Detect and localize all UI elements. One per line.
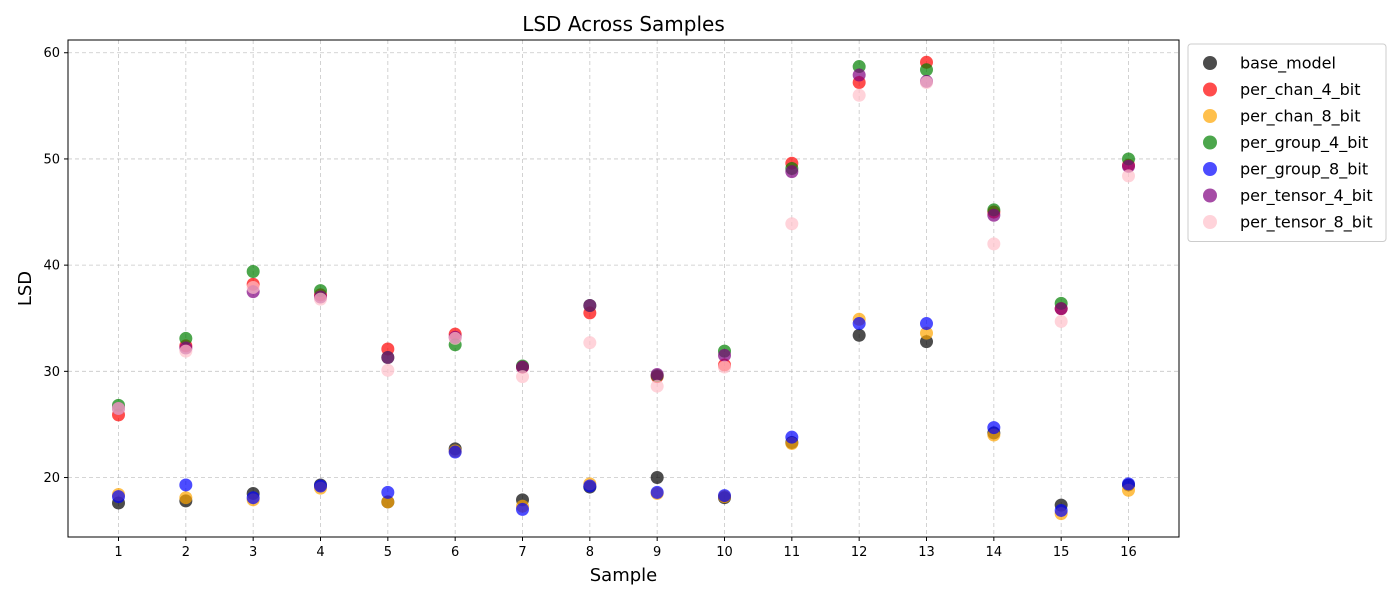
data-point xyxy=(381,485,395,499)
y-tick-label: 30 xyxy=(43,365,60,380)
plot-frame xyxy=(67,39,1180,538)
data-point xyxy=(987,237,1001,251)
data-point xyxy=(852,68,866,82)
x-tick-label: 2 xyxy=(182,545,190,560)
data-point xyxy=(246,265,260,279)
legend-label: per_chan_8_bit xyxy=(1240,107,1361,127)
data-point xyxy=(852,317,866,331)
legend-marker xyxy=(1203,56,1217,70)
data-point xyxy=(1054,314,1068,328)
data-point xyxy=(650,485,664,499)
x-tick-label: 7 xyxy=(518,545,526,560)
data-point xyxy=(583,479,597,493)
x-tick-label: 4 xyxy=(316,545,324,560)
data-point xyxy=(785,217,799,231)
x-tick-label: 5 xyxy=(384,545,392,560)
data-point xyxy=(381,363,395,377)
data-point xyxy=(246,280,260,294)
data-point xyxy=(987,421,1001,435)
data-point xyxy=(583,298,597,312)
data-point xyxy=(650,379,664,393)
data-point xyxy=(987,208,1001,222)
chart-title: LSD Across Samples xyxy=(522,12,725,36)
data-point xyxy=(179,478,193,492)
y-axis-label: LSD xyxy=(15,271,36,306)
data-point xyxy=(112,402,125,416)
y-tick-label: 20 xyxy=(43,471,60,486)
legend-box xyxy=(1187,43,1387,242)
data-point xyxy=(718,489,731,503)
data-point xyxy=(246,491,260,505)
x-axis-label: Sample xyxy=(590,565,658,586)
data-point xyxy=(852,328,866,342)
data-point xyxy=(112,490,125,504)
data-point xyxy=(920,317,933,331)
data-point xyxy=(852,88,866,102)
legend-label: per_chan_4_bit xyxy=(1240,80,1361,100)
data-point xyxy=(718,360,731,374)
series-per_group_8_bit xyxy=(112,317,1135,517)
y-axis-ticks: 20 30 40 50 60 xyxy=(43,46,68,486)
data-point xyxy=(448,445,462,459)
legend-label: base_model xyxy=(1240,54,1336,74)
data-point xyxy=(920,75,933,89)
data-point xyxy=(920,63,933,77)
y-tick-label: 40 xyxy=(43,259,60,274)
data-point xyxy=(179,331,193,345)
data-point xyxy=(314,292,327,306)
data-point xyxy=(516,360,529,374)
y-tick-label: 60 xyxy=(43,46,60,61)
data-point xyxy=(1122,159,1135,173)
legend-marker xyxy=(1203,188,1217,203)
data-point xyxy=(650,368,664,382)
x-tick-label: 13 xyxy=(918,545,935,560)
data-points xyxy=(112,55,1135,521)
x-tick-label: 11 xyxy=(784,545,801,560)
series-per_tensor_8_bit xyxy=(112,75,1135,416)
legend-marker xyxy=(1203,215,1217,229)
data-point xyxy=(179,344,193,358)
data-point xyxy=(516,502,529,516)
data-point xyxy=(516,370,529,384)
legend-label: per_group_4_bit xyxy=(1240,133,1368,153)
legend-label: per_group_8_bit xyxy=(1240,160,1368,180)
x-tick-label: 6 xyxy=(451,545,459,560)
y-tick-label: 50 xyxy=(43,152,60,167)
legend-marker xyxy=(1203,135,1217,150)
legend: base_model per_chan_4_bit per_chan_8_bitpe… xyxy=(1187,43,1387,242)
data-point xyxy=(179,491,193,505)
data-point xyxy=(448,331,462,345)
x-tick-label: 9 xyxy=(653,545,661,560)
x-tick-label: 10 xyxy=(716,545,733,560)
x-tick-label: 12 xyxy=(851,545,868,560)
legend-label: per_tensor_8_bit xyxy=(1240,213,1373,233)
x-tick-label: 8 xyxy=(586,545,594,560)
data-point xyxy=(314,479,327,493)
legend-label: per_tensor_4_bit xyxy=(1240,186,1373,206)
x-tick-label: 3 xyxy=(249,545,257,560)
legend-marker xyxy=(1203,109,1217,123)
data-point xyxy=(718,348,731,362)
data-point xyxy=(650,471,664,485)
data-point xyxy=(1122,169,1135,183)
data-point xyxy=(785,165,799,179)
x-tick-label: 14 xyxy=(986,545,1003,560)
x-tick-label: 16 xyxy=(1120,545,1137,560)
legend-marker xyxy=(1203,82,1217,97)
x-tick-label: 15 xyxy=(1053,545,1070,560)
data-point xyxy=(920,326,933,340)
data-point xyxy=(381,495,395,509)
data-point xyxy=(1054,302,1068,316)
data-point xyxy=(785,430,799,444)
data-point xyxy=(1054,503,1068,517)
x-tick-label: 1 xyxy=(114,545,122,560)
x-axis-ticks: 1 2 3 4 5 6 7 8 9 10 11 12 13 14 15 16 xyxy=(114,537,1137,560)
legend-marker xyxy=(1203,162,1217,176)
data-point xyxy=(583,336,597,350)
data-point xyxy=(381,351,395,365)
data-point xyxy=(1122,477,1135,491)
